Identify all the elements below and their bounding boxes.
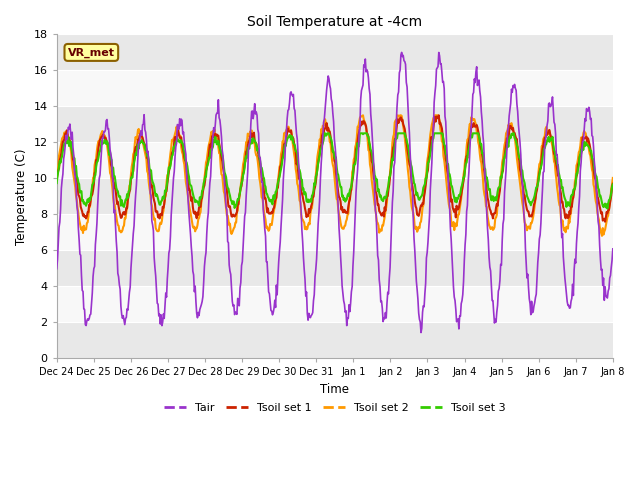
Bar <box>57 71 613 106</box>
Y-axis label: Temperature (C): Temperature (C) <box>15 148 28 244</box>
Legend: Tair, Tsoil set 1, Tsoil set 2, Tsoil set 3: Tair, Tsoil set 1, Tsoil set 2, Tsoil se… <box>159 398 510 418</box>
Bar <box>57 214 613 250</box>
Text: VR_met: VR_met <box>68 48 115 58</box>
Bar <box>57 142 613 178</box>
Bar <box>57 322 613 358</box>
Bar <box>57 286 613 322</box>
Bar <box>57 178 613 214</box>
Bar <box>57 106 613 142</box>
Title: Soil Temperature at -4cm: Soil Temperature at -4cm <box>247 15 422 29</box>
X-axis label: Time: Time <box>320 383 349 396</box>
Bar <box>57 35 613 71</box>
Bar <box>57 250 613 286</box>
